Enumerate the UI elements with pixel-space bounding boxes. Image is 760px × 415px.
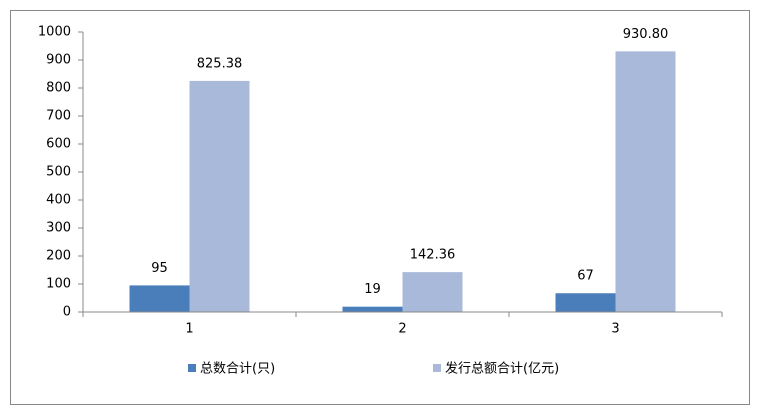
y-tick-label: 100 [46,277,71,292]
x-tick-label: 1 [185,322,193,337]
bar [402,272,463,312]
y-tick-label: 700 [46,109,71,124]
x-tick-label: 2 [398,322,406,337]
y-tick-label: 800 [46,81,71,96]
legend-marker [433,364,441,372]
legend-marker [188,364,196,372]
data-label: 142.36 [410,248,456,263]
y-tick-label: 500 [46,165,71,180]
y-tick-label: 0 [63,305,71,320]
data-label: 825.38 [197,56,243,71]
x-tick-label: 3 [611,322,619,337]
bar [189,80,250,312]
y-tick-label: 300 [46,221,71,236]
bar [555,293,616,312]
bar [615,51,676,312]
data-label: 19 [364,282,381,297]
bar [129,285,190,312]
data-label: 95 [151,261,168,276]
y-tick-label: 400 [46,193,71,208]
legend-label: 发行总额合计(亿元) [445,361,559,377]
legend-label: 总数合计(只) [200,362,275,377]
y-tick-label: 1000 [38,25,71,40]
data-label: 930.80 [623,27,669,42]
bar [342,306,403,312]
data-label: 67 [577,269,594,284]
y-tick-label: 600 [46,137,71,152]
y-tick-label: 200 [46,249,71,264]
y-tick-label: 900 [46,53,71,68]
